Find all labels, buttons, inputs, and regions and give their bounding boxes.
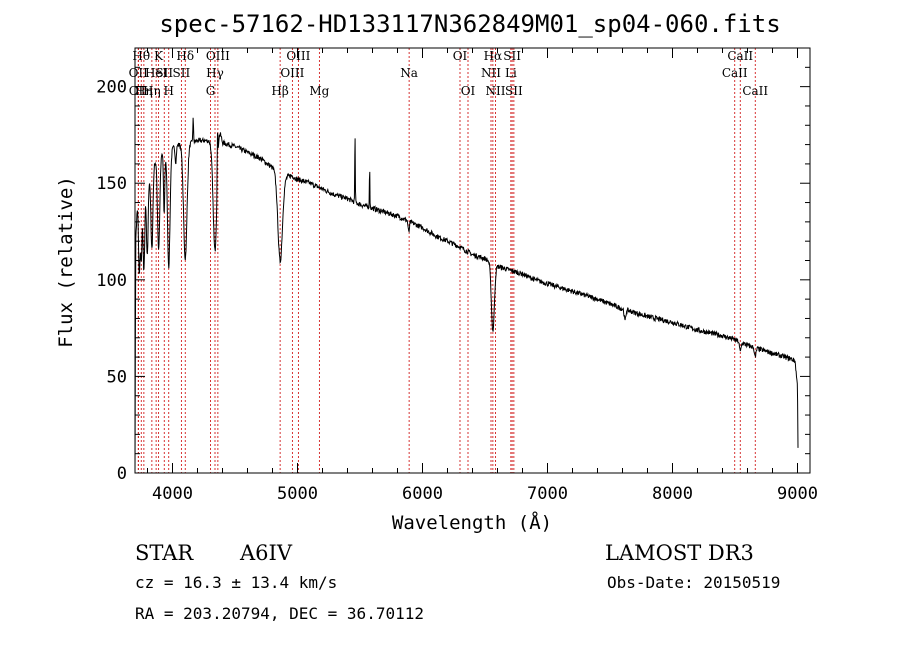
y-tick-label: 50 [107, 367, 127, 387]
line-marker-label: OIII [206, 49, 230, 63]
object-class: STAR [135, 541, 194, 565]
y-tick-label: 150 [96, 174, 127, 194]
obs-date: Obs-Date: 20150519 [607, 573, 780, 592]
plot-frame [134, 47, 811, 474]
line-marker-label: Hβ [271, 84, 288, 98]
line-marker-label: H [164, 84, 174, 98]
line-marker-label: SII [173, 66, 191, 80]
line-marker-label: HeI [145, 66, 168, 80]
line-marker-label: OI [461, 84, 476, 98]
x-tick-label: 7000 [527, 484, 568, 504]
line-marker-label: Na [400, 66, 418, 80]
x-tick-label: 5000 [277, 484, 318, 504]
line-marker-label: OII [129, 66, 149, 80]
line-marker-label: OI [453, 49, 468, 63]
y-axis-ticks: 0 50 100 150 200 [96, 47, 810, 484]
y-axis-label: Flux (relative) [55, 176, 77, 348]
chart-title: spec-57162-HD133117N362849M01_sp04-060.f… [159, 10, 780, 38]
x-tick-label: 9000 [777, 484, 818, 504]
x-tick-label: 6000 [402, 484, 443, 504]
x-tick-label: 4000 [152, 484, 193, 504]
line-marker-label: CaII [722, 66, 748, 80]
line-marker-label: OII [129, 84, 149, 98]
line-marker-label: OIII [286, 49, 310, 63]
line-marker-label: Hα [484, 49, 503, 63]
redshift-text: cz = 16.3 ± 13.4 km/s [135, 573, 337, 592]
line-marker-label: Hθ [132, 49, 150, 63]
line-marker-labels: OIIOIIHθHηHηHeIKSIIHSIIHδGHγOIIIHβOIIIOI… [129, 49, 769, 98]
line-marker-label: Hδ [176, 49, 194, 63]
line-marker-label: Mg [309, 84, 329, 98]
line-marker-label: NII [481, 66, 501, 80]
x-tick-label: 8000 [652, 484, 693, 504]
y-tick-label: 200 [96, 78, 127, 98]
line-marker-label: CaII [727, 49, 753, 63]
y-tick-label: 0 [117, 464, 127, 484]
line-marker-label: CaII [742, 84, 768, 98]
survey-name: LAMOST DR3 [605, 541, 754, 565]
line-marker-label: SII [505, 84, 523, 98]
line-marker-label: NII [486, 84, 506, 98]
spectrum-line [134, 117, 799, 474]
spectral-subclass: A6IV [239, 541, 293, 565]
line-marker-label: G [206, 84, 216, 98]
line-marker-label: Li [505, 66, 517, 80]
x-axis-label: Wavelength (Å) [392, 511, 552, 534]
line-marker-label: Hγ [206, 66, 224, 80]
line-marker-label: SII [503, 49, 521, 63]
line-marker-label: SII [155, 66, 173, 80]
line-markers [137, 48, 756, 473]
line-marker-label: K [154, 49, 164, 63]
line-marker-label: Hη [135, 84, 153, 98]
y-tick-label: 100 [96, 271, 127, 291]
coordinates: RA = 203.20794, DEC = 36.70112 [135, 604, 424, 623]
x-axis-ticks: 4000 5000 6000 7000 8000 9000 [147, 48, 818, 504]
line-marker-label: Hη [143, 84, 161, 98]
line-marker-label: OIII [280, 66, 304, 80]
